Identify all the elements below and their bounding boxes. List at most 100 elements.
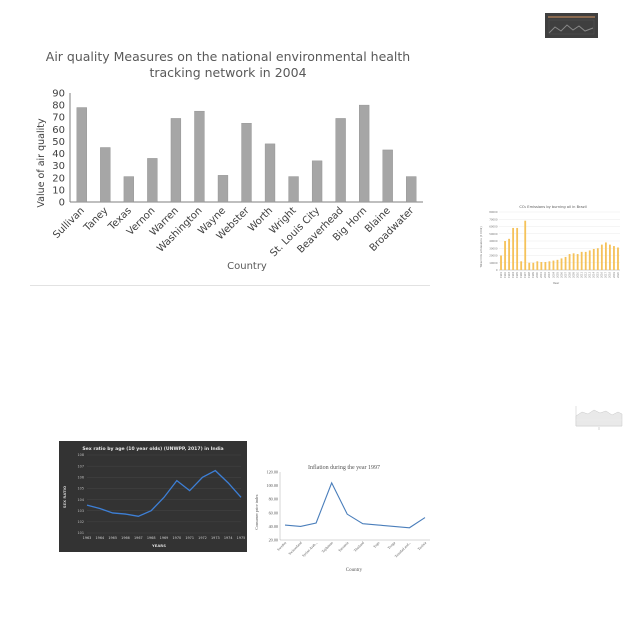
chart-title-line-2: tracking network in 2004 xyxy=(149,65,306,80)
x-tick-label: Sweden xyxy=(276,541,287,552)
x-tick-label: 2004 xyxy=(552,271,555,277)
sex-ratio-y-axis-label: SEX RATIO xyxy=(62,485,67,508)
chart-title-line-1: Air quality Measures on the national env… xyxy=(46,49,410,64)
y-tick-label: 10 xyxy=(52,185,65,196)
y-tick-label: 70 xyxy=(52,113,65,124)
sex-ratio-chart-svg: Sex ratio by age (10 year olds) (UNWPP, … xyxy=(59,441,247,552)
bar-1999 xyxy=(532,262,535,270)
bar-1995 xyxy=(516,227,519,270)
y-tick-label: 40.00 xyxy=(269,524,278,529)
y-tick-label: 108 xyxy=(78,453,84,457)
y-tick-label: 30 xyxy=(52,161,65,172)
bar-1992 xyxy=(504,241,506,270)
co2-emissions-chart: CO₂ Emissions by burning oil in Brazil T… xyxy=(478,202,623,288)
sex-ratio-series-line xyxy=(86,469,242,517)
x-tick-label: 1998 xyxy=(528,271,531,277)
x-tick-label: 2000 xyxy=(536,271,539,277)
y-tick-label: 20000 xyxy=(489,254,498,258)
x-tick-label: 2005 xyxy=(556,271,559,277)
y-tick-label: 90 xyxy=(52,89,65,100)
y-tick-label: 40000 xyxy=(489,239,498,243)
bar-vernon xyxy=(147,158,158,203)
y-axis-label: Value of air quality xyxy=(36,118,47,208)
x-tick-label: 2016 xyxy=(601,271,604,277)
small-area-chart-thumbnail xyxy=(572,402,624,432)
inflation-chart-title: Inflation during the year 1997 xyxy=(308,464,380,471)
y-tick-label: 20.00 xyxy=(269,538,278,543)
x-tick-label: 2006 xyxy=(560,271,563,277)
x-tick-label: 2007 xyxy=(564,271,567,277)
x-tick-label: 2003 xyxy=(548,271,551,277)
inflation-series-line xyxy=(284,481,426,529)
x-tick-label: 1967 xyxy=(134,536,143,540)
x-tick-label: 2015 xyxy=(597,271,600,277)
y-tick-label: 103 xyxy=(78,509,84,513)
bar-2001 xyxy=(540,262,543,270)
co2-x-axis-label: Year xyxy=(553,281,560,285)
x-tick-label: 1969 xyxy=(160,536,169,540)
bar-webster xyxy=(241,123,252,203)
y-tick-label: 0 xyxy=(59,198,65,209)
bar-1997 xyxy=(524,220,527,270)
bar-sullivan xyxy=(76,107,87,203)
bar-2012 xyxy=(584,251,587,270)
x-tick-label: 1972 xyxy=(198,536,207,540)
bar-2008 xyxy=(568,254,571,270)
bar-st-louis-city xyxy=(311,160,323,203)
x-tick-label: Switzerland xyxy=(288,541,303,556)
x-tick-label: 1968 xyxy=(147,536,156,540)
co2-emissions-chart-svg: CO₂ Emissions by burning oil in Brazil T… xyxy=(479,205,620,285)
y-tick-label: 10000 xyxy=(489,261,498,265)
x-tick-label: 2009 xyxy=(572,271,575,277)
x-tick-label: Tanzania xyxy=(337,541,349,553)
x-tick-label: 1971 xyxy=(185,536,194,540)
x-tick-label: Thailand xyxy=(353,541,365,553)
y-tick-label: 106 xyxy=(78,475,84,479)
bar-big-horn xyxy=(359,104,370,203)
y-tick-label: 50 xyxy=(52,137,65,148)
x-tick-label: 1973 xyxy=(211,536,220,540)
x-tick-label: 2020 xyxy=(617,271,620,277)
bar-2011 xyxy=(580,251,583,270)
thumbnail-top-right xyxy=(545,13,598,38)
x-tick-label: Tunisia xyxy=(417,541,428,552)
x-tick-label: 1994 xyxy=(512,271,515,277)
x-tick-label: 2018 xyxy=(609,271,612,277)
x-tick-label: Tajikistan xyxy=(321,541,334,554)
x-tick-label: 2011 xyxy=(580,271,583,277)
y-tick-label: 20 xyxy=(52,173,65,184)
x-tick-label: 1991 xyxy=(500,271,503,277)
bar-2017 xyxy=(604,242,607,270)
x-tick-label: Sullivan xyxy=(51,205,87,241)
x-tick-label: 1999 xyxy=(532,271,535,277)
y-tick-label: 100.00 xyxy=(266,483,278,488)
y-tick-label: 70000 xyxy=(489,217,498,221)
bar-2003 xyxy=(548,261,551,270)
inflation-chart: Inflation during the year 1997 Consumer … xyxy=(254,460,434,576)
x-tick-label: 2017 xyxy=(605,271,608,277)
y-tick-label: 120.00 xyxy=(266,470,278,475)
bar-warren xyxy=(170,118,182,203)
x-tick-label: 2013 xyxy=(589,271,592,277)
co2-chart-title: CO₂ Emissions by burning oil in Brazil xyxy=(519,205,586,209)
x-tick-label: 1975 xyxy=(237,536,246,540)
bar-1994 xyxy=(512,227,515,270)
divider-line xyxy=(30,285,430,286)
bar-beaverhead xyxy=(335,118,346,203)
inflation-chart-svg: Inflation during the year 1997 Consumer … xyxy=(254,464,430,573)
bar-2007 xyxy=(564,256,567,270)
x-tick-label: 2001 xyxy=(540,271,543,277)
x-tick-label: 1993 xyxy=(508,271,511,277)
bar-texas xyxy=(123,176,134,203)
bar-worth xyxy=(264,143,276,203)
y-tick-label: 40 xyxy=(52,149,65,160)
inflation-x-axis-label: Country xyxy=(346,568,363,573)
inflation-y-axis-label: Consumer price index xyxy=(254,494,259,529)
x-tick-label: 1970 xyxy=(173,536,182,540)
y-tick-label: 60 xyxy=(52,125,65,136)
bar-1996 xyxy=(520,261,523,270)
air-quality-chart-svg: Air quality Measures on the national env… xyxy=(36,49,423,272)
sex-ratio-x-axis-label: YEARS xyxy=(151,543,166,548)
y-tick-label: 80.00 xyxy=(269,497,278,502)
bar-2020 xyxy=(617,247,619,270)
